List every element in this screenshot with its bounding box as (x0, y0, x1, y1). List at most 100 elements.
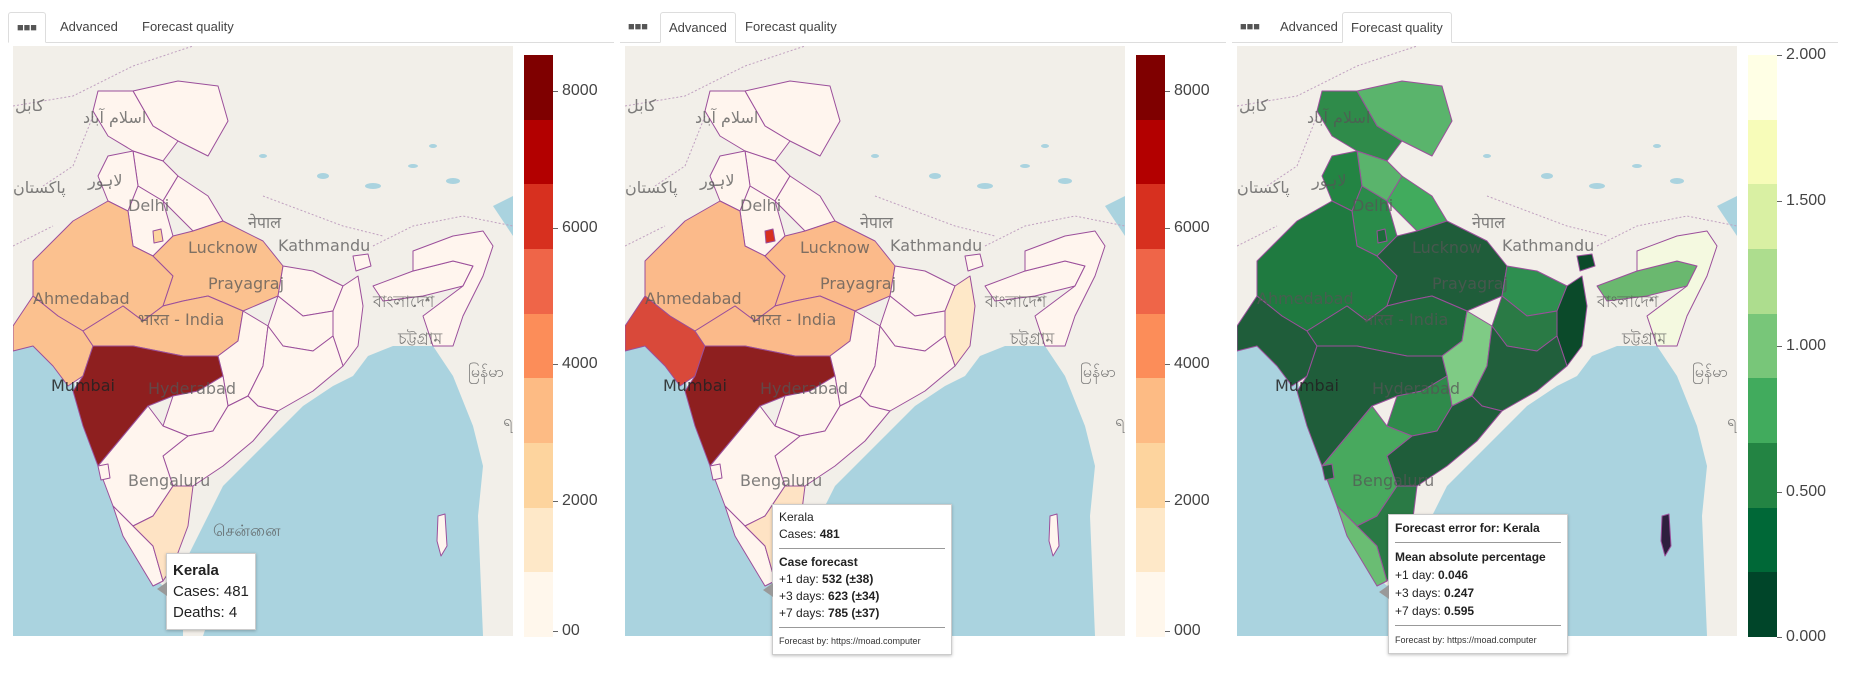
map-label-prayagraj: Prayagraj (208, 274, 285, 293)
state-northeast[interactable] (412, 230, 494, 347)
colorbar-segment (524, 378, 553, 444)
state-sikkim[interactable] (352, 253, 372, 272)
colorbar-segment (524, 572, 553, 638)
map[interactable]: کابل اسلام آباد لاہور پاکستان Delhi नेपाल Luck… (625, 46, 1125, 636)
map-label-pakistan: پاکستان (13, 178, 66, 197)
colorbar-tick (553, 91, 558, 92)
region-tooltip: Kerala Cases: 481 Deaths: 4 (157, 553, 256, 630)
colorbar-tick (553, 500, 558, 502)
forecast-row: +3 days: 623 (±34) (779, 589, 880, 603)
tab-basic[interactable]: ■■■ (628, 21, 648, 33)
map-label-lahore: لاہور (88, 171, 123, 190)
tab-advanced[interactable]: Advanced (1280, 19, 1338, 34)
tab-advanced[interactable]: Advanced (660, 12, 736, 43)
tab-forecast-quality[interactable]: Forecast quality (1342, 12, 1452, 43)
colorbar-segment (1136, 249, 1165, 315)
colorbar-segment (1136, 184, 1165, 250)
colorbar-tick-label: 2.000 (1786, 46, 1827, 63)
tooltip-cases: Cases: 481 (173, 583, 249, 600)
map-canvas[interactable] (13, 46, 513, 636)
colorbar-tick-label: 6000 (1174, 218, 1210, 236)
colorbar-tick-label: 2000 (562, 491, 598, 509)
tab-forecast-quality[interactable]: Forecast quality (142, 19, 234, 34)
india-states[interactable] (1237, 80, 1718, 587)
india-states[interactable] (625, 80, 1106, 587)
tab-basic[interactable]: ■■■ (1240, 21, 1260, 33)
country-borders (1237, 46, 1737, 247)
map-label-bharat: भारत - India (1362, 310, 1449, 329)
state-sikkim[interactable] (964, 253, 984, 272)
colorbar: 2.000 1.500 1.000 0.500 0.000 (1748, 46, 1826, 645)
map-canvas[interactable] (1237, 46, 1737, 636)
map-label-hyderabad: Hyderabad (1372, 379, 1460, 398)
state-andaman-nicobar[interactable] (436, 513, 448, 557)
state-goa[interactable] (97, 463, 111, 481)
map[interactable]: کابل اسلام آباد لاہور پاکستان Delhi नेपाल Luck… (13, 46, 513, 636)
country-borders (13, 46, 513, 247)
state-uttarakhand[interactable] (162, 175, 224, 232)
tab-basic[interactable]: ■■■ (8, 12, 46, 43)
map-label-myanmar: မြန်မာ (1080, 362, 1116, 381)
map-label-pakistan: پاکستان (1237, 178, 1290, 197)
state-sikkim[interactable] (1576, 253, 1596, 272)
colorbar-tick (1777, 55, 1782, 56)
map-label-chattogram: চট্টগ্রাম (1010, 329, 1055, 348)
state-northeast[interactable] (1024, 230, 1106, 347)
state-northeast[interactable] (1636, 230, 1718, 347)
colorbar-segment (524, 443, 553, 509)
state-delhi[interactable] (1376, 228, 1388, 244)
state-tamil-nadu[interactable] (132, 485, 194, 582)
map[interactable]: کابل اسلام آباد لاہور پاکستان Delhi नेपाल Luck… (1237, 46, 1737, 636)
colorbar-tick-label: 1.500 (1786, 191, 1827, 209)
map-label-mumbai: Mumbai (51, 376, 115, 395)
colorbar-tick (1777, 637, 1782, 638)
colorbar-segment (1136, 443, 1165, 509)
state-goa[interactable] (709, 463, 723, 481)
map-canvas[interactable] (625, 46, 1125, 636)
state-uttarakhand[interactable] (774, 175, 836, 232)
india-states[interactable] (13, 80, 494, 587)
colorbar-segment (524, 313, 553, 379)
colorbar-tick-label: 0.500 (1786, 482, 1827, 500)
country-borders (625, 46, 1125, 247)
map-label-hyderabad: Hyderabad (760, 379, 848, 398)
tab-forecast-quality[interactable]: Forecast quality (745, 19, 837, 34)
state-delhi[interactable] (764, 228, 776, 244)
colorbar-tick (1777, 200, 1782, 202)
map-label-ahmedabad: Ahmedabad (33, 289, 130, 308)
map-label-bharat: भारत - India (750, 310, 837, 329)
map-label-ahmedabad: Ahmedabad (645, 289, 742, 308)
colorbar-tick-label: 1.000 (1786, 337, 1827, 354)
map-label-lahore: لاہور (1312, 171, 1347, 190)
map-label-bengaluru: Bengaluru (128, 471, 211, 490)
colorbar-tick-label: 8000 (562, 82, 598, 99)
colorbar-tick (1777, 491, 1782, 493)
state-andaman-nicobar[interactable] (1048, 513, 1060, 557)
colorbar-segment (1748, 119, 1777, 185)
colorbar-tick-label: 4000 (562, 355, 598, 372)
state-uttarakhand[interactable] (1386, 175, 1448, 232)
panel-cases: ■■■ Advanced Forecast quality (8, 8, 614, 668)
colorbar-segment (1136, 55, 1165, 121)
tab-advanced[interactable]: Advanced (60, 19, 118, 34)
colorbar-tick (1165, 91, 1170, 92)
state-andaman-nicobar[interactable] (1660, 513, 1672, 557)
map-label-yangon: ရန်ကုန် (1727, 411, 1737, 430)
colorbar-tick (1165, 631, 1170, 632)
map-label-delhi: Delhi (1352, 196, 1394, 215)
state-goa[interactable] (1321, 463, 1335, 481)
map-label-delhi: Delhi (740, 196, 782, 215)
forecast-footer: Forecast by: https://moad.computer (779, 636, 921, 646)
colorbar-tick (553, 631, 558, 632)
forecast-title: Case forecast (779, 555, 858, 569)
colorbar-tick (553, 227, 558, 229)
forecast-row: +7 days: 785 (±37) (779, 606, 880, 620)
colorbar-tick-label: 000 (1174, 622, 1201, 639)
tab-bar: ■■■ Advanced Forecast quality (620, 12, 1226, 43)
colorbar-tick (553, 364, 558, 365)
state-delhi[interactable] (152, 228, 164, 244)
colorbar-tick-label: 2000 (1174, 491, 1210, 509)
map-label-delhi: Delhi (128, 196, 170, 215)
colorbar-segment (1748, 443, 1777, 509)
map-label-bengaluru: Bengaluru (740, 471, 823, 490)
